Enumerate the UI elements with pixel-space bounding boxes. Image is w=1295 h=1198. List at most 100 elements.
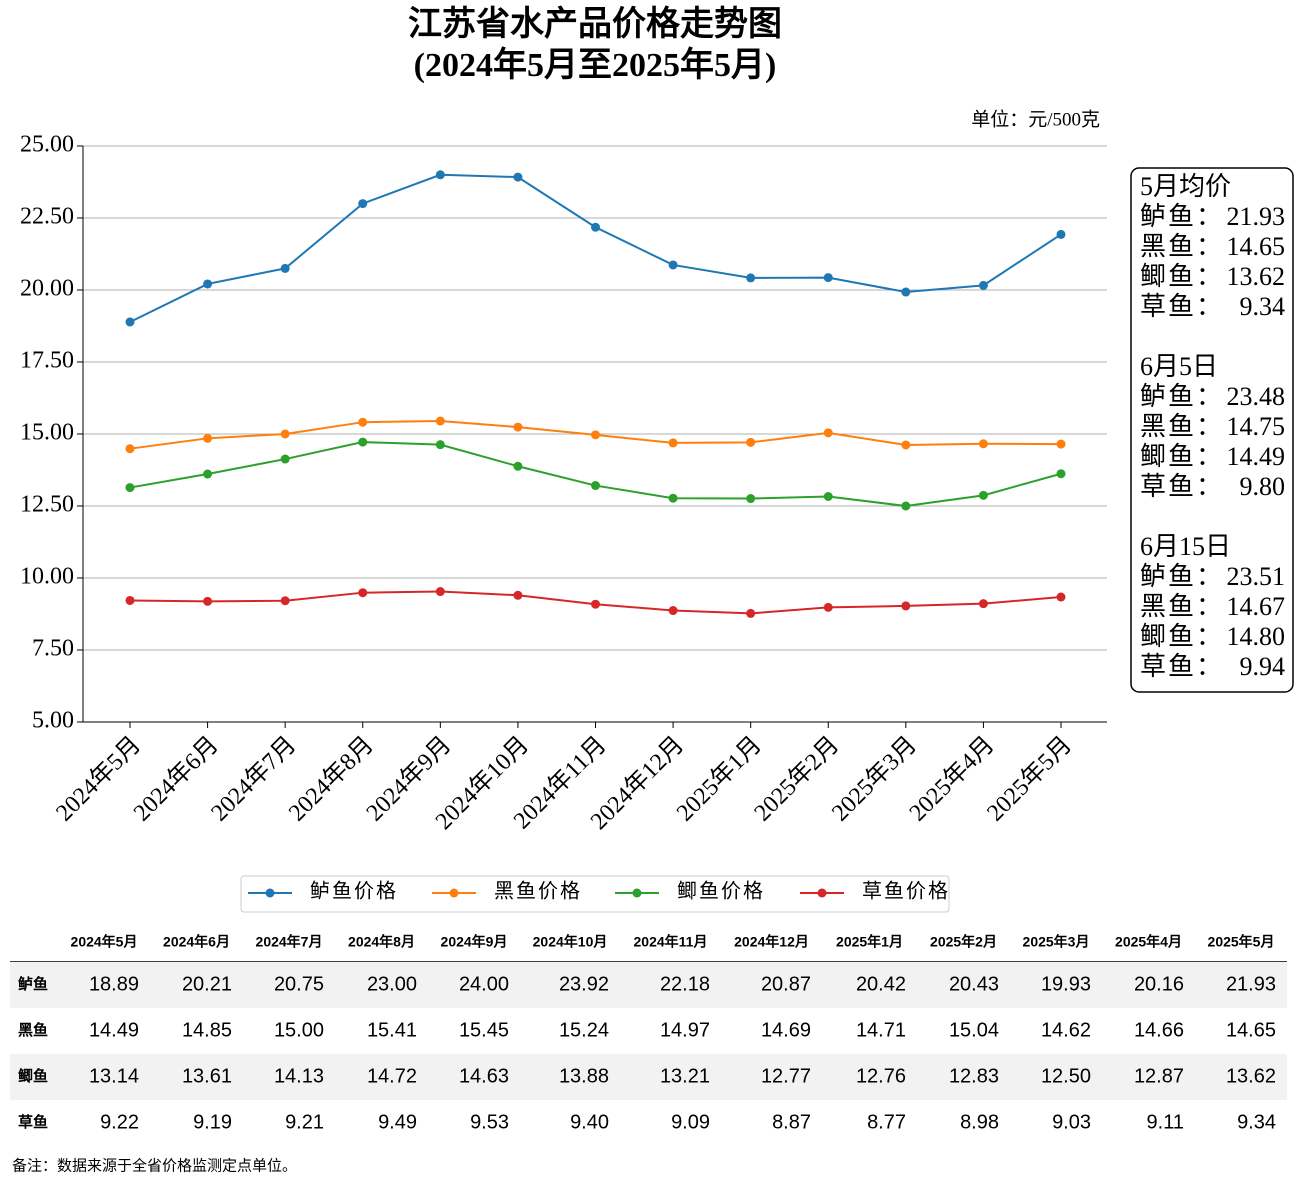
data-point (203, 596, 213, 606)
table-cell: 9.03 (1052, 1111, 1091, 1133)
legend-label: 草鱼价格 (862, 880, 950, 903)
data-point (513, 172, 523, 182)
table-cell: 14.62 (1041, 1019, 1091, 1041)
table-cell: 22.18 (660, 973, 710, 995)
data-point (1056, 469, 1066, 479)
table-cell: 18.89 (89, 973, 139, 995)
table-header: 2025年1月 (836, 934, 903, 950)
data-point (901, 440, 911, 450)
data-point (901, 601, 911, 611)
table-row-bg (10, 962, 1287, 1008)
table-cell: 13.14 (89, 1065, 139, 1087)
table-cell: 14.97 (660, 1019, 710, 1041)
table-cell: 23.00 (367, 973, 417, 995)
chart-title: 江苏省水产品价格走势图 (408, 5, 782, 43)
table-cell: 20.43 (949, 973, 999, 995)
table-cell: 20.21 (182, 973, 232, 995)
table-cell: 9.22 (100, 1111, 139, 1133)
data-point (978, 490, 988, 500)
data-point (668, 438, 678, 448)
annotation-label: 鲈鱼： (1140, 382, 1224, 411)
table-cell: 24.00 (459, 973, 509, 995)
data-point (125, 483, 135, 493)
table-cell: 14.72 (367, 1065, 417, 1087)
table-cell: 8.77 (867, 1111, 906, 1133)
data-point (668, 493, 678, 503)
annotation-label: 草鱼： (1140, 472, 1224, 501)
table-header: 2025年3月 (1023, 934, 1090, 950)
data-point (1056, 592, 1066, 602)
table-cell: 20.75 (274, 973, 324, 995)
table-cell: 14.66 (1134, 1019, 1184, 1041)
table-cell: 13.62 (1226, 1065, 1276, 1087)
annotation-value: 23.48 (1227, 382, 1286, 411)
table-cell: 14.85 (182, 1019, 232, 1041)
data-point (280, 454, 290, 464)
data-point (901, 287, 911, 297)
table-cell: 8.98 (960, 1111, 999, 1133)
y-tick-label: 22.50 (20, 204, 74, 230)
footnote: 备注：数据来源于全省价格监测定点单位。 (12, 1156, 297, 1174)
annotation-label: 黑鱼： (1140, 232, 1224, 261)
table-cell: 20.16 (1134, 973, 1184, 995)
data-point (125, 595, 135, 605)
annotation-value: 14.49 (1227, 442, 1286, 471)
table-cell: 12.87 (1134, 1065, 1184, 1087)
table-cell: 9.09 (671, 1111, 710, 1133)
annotation-value: 9.94 (1240, 652, 1286, 681)
annotation-value: 14.65 (1227, 232, 1286, 261)
table-cell: 9.21 (285, 1111, 324, 1133)
table-header: 2025年2月 (930, 934, 997, 950)
table-cell: 9.49 (378, 1111, 417, 1133)
table-cell: 20.42 (856, 973, 906, 995)
data-point (746, 437, 756, 447)
annotation-label: 鲫鱼： (1140, 442, 1224, 471)
annotation-label: 鲈鱼： (1140, 562, 1224, 591)
table-header: 2025年4月 (1115, 934, 1182, 950)
legend-label: 鲫鱼价格 (677, 880, 765, 903)
table-header: 2024年10月 (533, 934, 608, 950)
legend-box (240, 875, 950, 913)
table-cell: 15.24 (559, 1019, 609, 1041)
table-cell: 13.21 (660, 1065, 710, 1087)
table-cell: 15.00 (274, 1019, 324, 1041)
table-header: 2024年6月 (163, 934, 230, 950)
data-point (280, 429, 290, 439)
data-point (823, 428, 833, 438)
data-point (280, 263, 290, 273)
data-point (978, 439, 988, 449)
data-point (203, 279, 213, 289)
table-cell: 12.77 (761, 1065, 811, 1087)
annotation-title: 6月15日 (1140, 532, 1231, 561)
annotation-label: 草鱼： (1140, 652, 1224, 681)
annotation-label: 黑鱼： (1140, 592, 1224, 621)
table-cell: 15.45 (459, 1019, 509, 1041)
annotation-label: 鲈鱼： (1140, 202, 1224, 231)
annotation-label: 鲫鱼： (1140, 262, 1224, 291)
y-tick-label: 15.00 (20, 420, 74, 446)
annotation-value: 21.93 (1227, 202, 1286, 231)
table-cell: 14.71 (856, 1019, 906, 1041)
data-point (435, 587, 445, 597)
table-header: 2024年12月 (734, 934, 809, 950)
table-row-bg (10, 1100, 1287, 1146)
data-point (668, 260, 678, 270)
table-cell: 8.87 (772, 1111, 811, 1133)
table-cell: 15.41 (367, 1019, 417, 1041)
data-point (203, 469, 213, 479)
legend-label: 鲈鱼价格 (310, 880, 398, 903)
data-point (513, 590, 523, 600)
y-tick-label: 20.00 (20, 276, 74, 302)
data-point (435, 440, 445, 450)
data-point (435, 416, 445, 426)
table-header: 2024年5月 (71, 934, 138, 950)
y-tick-label: 5.00 (32, 708, 74, 734)
data-point (513, 461, 523, 471)
table-row-label: 鲈鱼 (17, 975, 48, 993)
data-point (358, 417, 368, 427)
data-point (746, 608, 756, 618)
data-point (823, 273, 833, 283)
table-header: 2024年11月 (634, 934, 708, 950)
legend-marker (265, 888, 275, 898)
